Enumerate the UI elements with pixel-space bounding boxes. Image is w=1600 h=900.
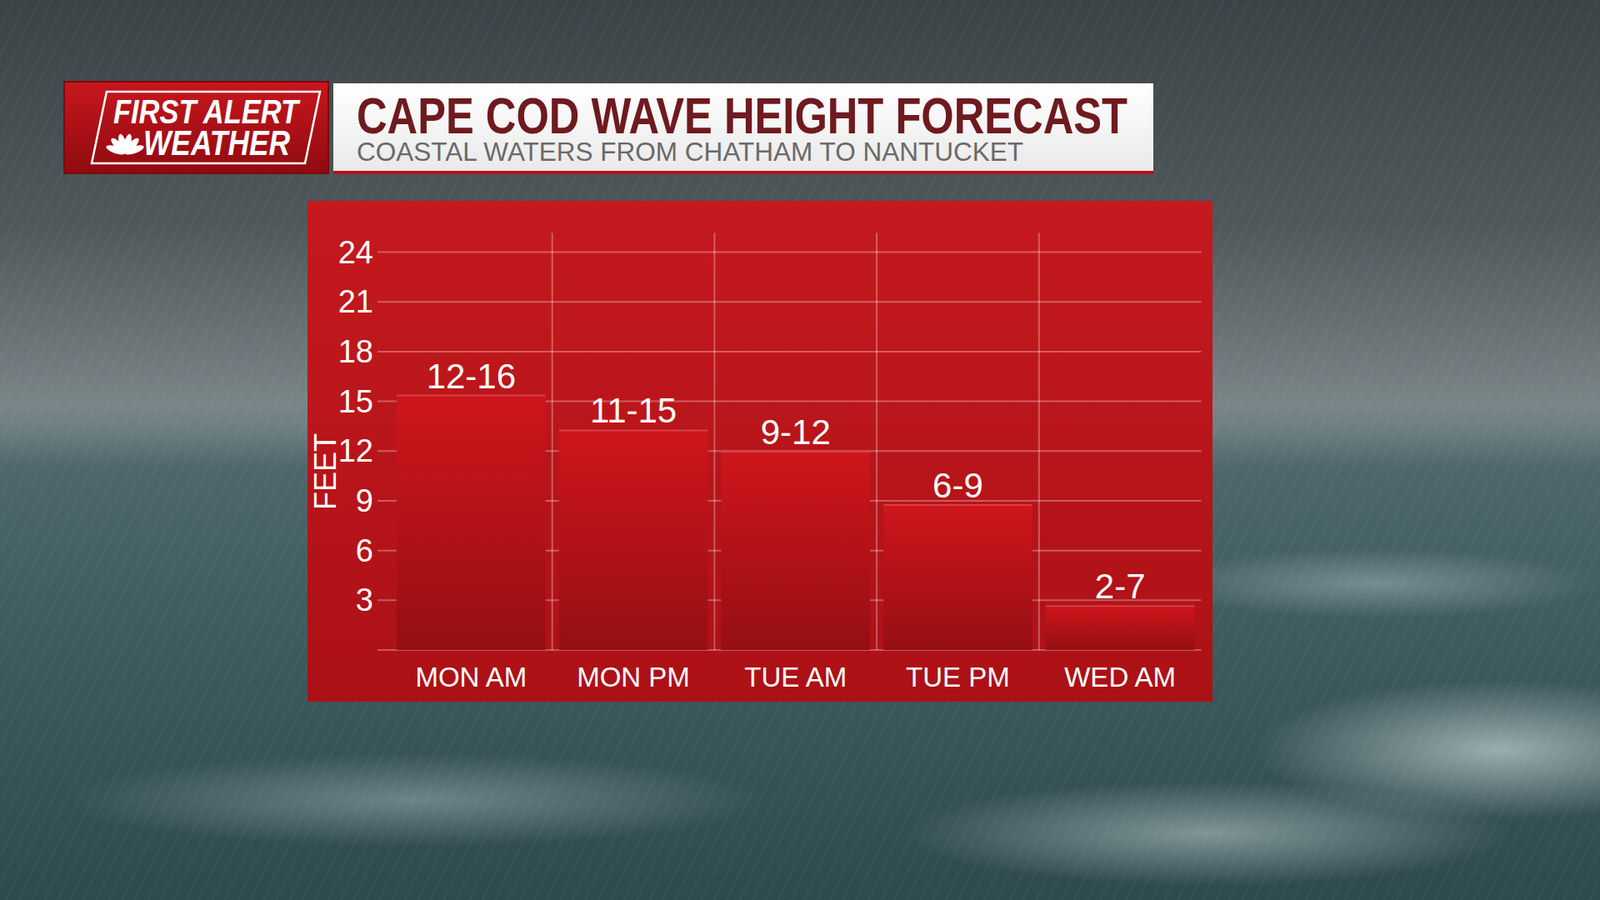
subtitle: COASTAL WATERS FROM CHATHAM TO NANTUCKET <box>356 136 1024 167</box>
title-underline <box>333 170 1154 175</box>
stage: FIRST ALERTWEATHERCAPE COD WAVE HEIGHT F… <box>0 0 1600 900</box>
y-tick-label: 9 <box>355 483 374 519</box>
x-tick-label: TUE PM <box>905 661 1010 693</box>
logo-frame <box>91 91 320 164</box>
logo-box <box>64 81 329 174</box>
bar <box>883 504 1033 650</box>
logo-icon <box>105 133 145 157</box>
bar-annotation: 6-9 <box>932 465 984 505</box>
chart-panel <box>307 200 1213 702</box>
x-tick-label: MON PM <box>576 661 690 693</box>
logo-text: WEATHER <box>143 123 291 163</box>
grid-line <box>377 251 1202 254</box>
logo: FIRST ALERTWEATHER <box>64 81 329 174</box>
title-bar: CAPE COD WAVE HEIGHT FORECASTCOASTAL WAT… <box>333 83 1154 175</box>
bar-annotation: 11-15 <box>590 390 677 430</box>
bar <box>720 450 870 650</box>
bar <box>396 395 546 650</box>
grid-line <box>377 350 1202 353</box>
bar-shade <box>559 429 709 650</box>
bar-annotation: 2-7 <box>1095 566 1146 606</box>
bar-shade <box>720 450 870 650</box>
bar-shade <box>883 504 1033 650</box>
category-separator <box>1038 233 1040 651</box>
title-box <box>333 83 1154 174</box>
y-tick-label: 12 <box>338 433 374 469</box>
bar <box>559 429 709 650</box>
x-tick-label: MON AM <box>415 661 527 693</box>
category-separator <box>551 233 554 651</box>
category-separator <box>875 233 878 651</box>
bar <box>1045 605 1195 650</box>
x-tick-label: TUE AM <box>744 661 847 693</box>
logo-feather <box>124 143 145 157</box>
bar-shade <box>396 395 546 650</box>
y-tick-label: 21 <box>338 284 374 320</box>
grid-line <box>377 300 1202 303</box>
x-tick-label: WED AM <box>1064 661 1176 693</box>
y-axis-title: FEET <box>308 433 343 510</box>
category-separator <box>713 233 715 651</box>
bar-annotation: 12-16 <box>426 356 516 396</box>
grid <box>377 233 1202 651</box>
y-tick-label: 6 <box>355 533 374 569</box>
bar-annotation: 9-12 <box>760 412 831 452</box>
y-tick-label: 18 <box>338 334 374 370</box>
bar-shade <box>1045 605 1195 650</box>
y-tick-label: 15 <box>338 384 374 420</box>
y-tick-label: 3 <box>355 582 374 618</box>
title: CAPE COD WAVE HEIGHT FORECAST <box>356 86 1128 145</box>
bars <box>396 395 1195 650</box>
y-tick-label: 24 <box>338 235 374 270</box>
